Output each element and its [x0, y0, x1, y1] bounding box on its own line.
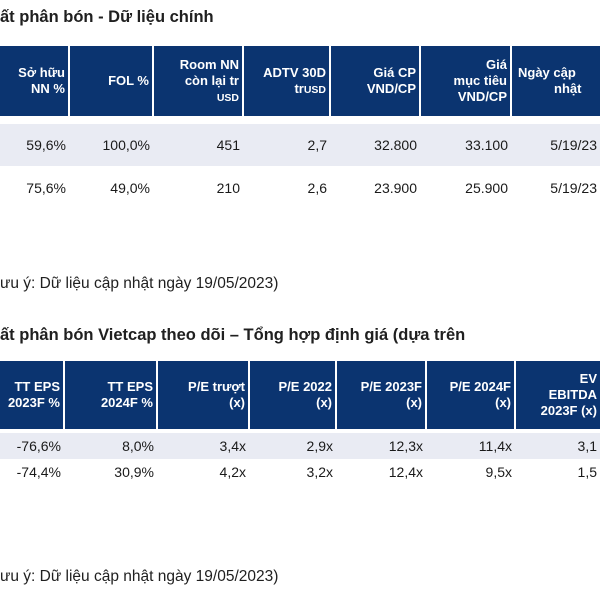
table-cell: 75,6%	[26, 179, 66, 196]
table-cell: 2,9x	[249, 433, 336, 459]
table-cell: 33.100	[420, 124, 511, 166]
section1-note: ưu ý: Dữ liệu cập nhật ngày 19/05/2023)	[0, 275, 279, 292]
table-cell: 8,0%	[64, 433, 157, 459]
header-pe-2024: P/E 2024F (x)	[426, 361, 516, 429]
section2-title: ất phân bón Vietcap theo dõi – Tổng hợp …	[0, 326, 466, 344]
table-cell: 210	[216, 179, 240, 196]
header-foreign-room: Room NN còn lại tr USD	[153, 46, 244, 116]
table-cell: 9,5x	[485, 464, 512, 480]
section1-title: ất phân bón - Dữ liệu chính	[0, 8, 214, 26]
table-cell: 12,4x	[388, 464, 423, 480]
header-fol: FOL %	[69, 46, 154, 116]
header-pe-2023: P/E 2023F (x)	[336, 361, 427, 429]
header-target-price: Giá mục tiêu VND/CP	[420, 46, 512, 116]
table-cell: 11,4x	[426, 433, 515, 459]
table-row: 75,6% 49,0% 210 2,6 23.900 25.900 5/19/2…	[0, 166, 600, 209]
table-row: 59,6% 100,0% 451 2,7 32.800 33.100 5/19/…	[0, 124, 600, 166]
table-cell: 23.900	[374, 179, 417, 196]
table-cell: 5/19/23	[550, 179, 597, 196]
table-cell: -74,4%	[16, 464, 61, 480]
section2-note: ưu ý: Dữ liệu cập nhật ngày 19/05/2023)	[0, 568, 279, 585]
table-cell: 3,2x	[306, 464, 333, 480]
table-cell: -76,6%	[0, 433, 64, 459]
header-share-price: Giá CP VND/CP	[330, 46, 421, 116]
table-row: -74,4% 30,9% 4,2x 3,2x 12,4x 9,5x 1,5	[0, 459, 600, 485]
table-cell: 2,7	[243, 124, 330, 166]
table-cell: 30,9%	[114, 464, 154, 480]
table-cell: 59,6%	[0, 124, 69, 166]
table-cell: 5/19/23	[511, 124, 600, 166]
table-cell: 32.800	[330, 124, 420, 166]
table-cell: 4,2x	[219, 464, 246, 480]
header-update-date: Ngày cập nhật	[511, 46, 600, 116]
key-data-table: Sở hữu NN % FOL % Room NN còn lại tr USD AD…	[0, 46, 600, 209]
header-ev-ebitda: EV EBITDA 2023F (x)	[515, 361, 600, 429]
table-cell: 100,0%	[69, 124, 153, 166]
table-cell: 1,5	[577, 464, 597, 480]
table-cell: 12,3x	[336, 433, 426, 459]
table-cell: 49,0%	[110, 179, 150, 196]
table-cell: 3,1	[515, 433, 600, 459]
header-adtv: ADTV 30D trUSD	[243, 46, 331, 116]
header-foreign-ownership: Sở hữu NN %	[0, 46, 70, 116]
valuation-table: TT EPS 2023F % TT EPS 2024F % P/E trượt (x)…	[0, 361, 600, 485]
header-pe-2022: P/E 2022 (x)	[249, 361, 337, 429]
table-cell: 25.900	[465, 179, 508, 196]
table-cell: 451	[153, 124, 243, 166]
table-cell: 2,6	[307, 179, 327, 196]
header-eps-growth-2023: TT EPS 2023F %	[0, 361, 65, 429]
header-eps-growth-2024: TT EPS 2024F %	[64, 361, 158, 429]
table-cell: 3,4x	[157, 433, 249, 459]
table-row: -76,6% 8,0% 3,4x 2,9x 12,3x 11,4x 3,1	[0, 433, 600, 459]
header-trailing-pe: P/E trượt (x)	[157, 361, 250, 429]
